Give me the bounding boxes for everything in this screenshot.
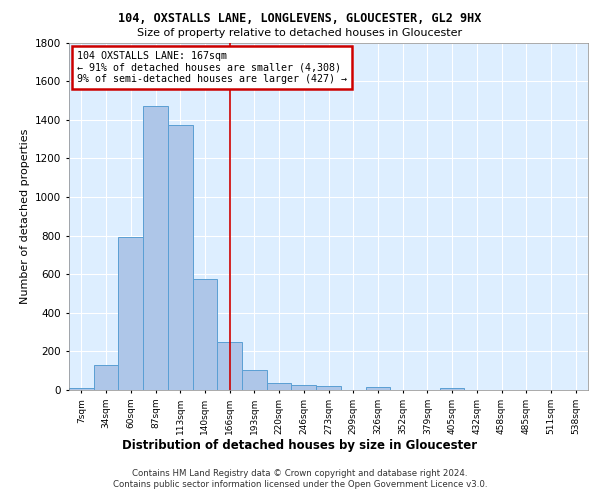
Bar <box>316 386 341 390</box>
Text: 104, OXSTALLS LANE, LONGLEVENS, GLOUCESTER, GL2 9HX: 104, OXSTALLS LANE, LONGLEVENS, GLOUCEST… <box>118 12 482 26</box>
Text: 104 OXSTALLS LANE: 167sqm
← 91% of detached houses are smaller (4,308)
9% of sem: 104 OXSTALLS LANE: 167sqm ← 91% of detac… <box>77 51 347 84</box>
Text: Contains public sector information licensed under the Open Government Licence v3: Contains public sector information licen… <box>113 480 487 489</box>
Y-axis label: Number of detached properties: Number of detached properties <box>20 128 29 304</box>
Bar <box>94 365 118 390</box>
Bar <box>118 238 143 390</box>
Bar <box>168 124 193 390</box>
Bar <box>292 385 316 390</box>
Bar <box>267 383 292 390</box>
Text: Size of property relative to detached houses in Gloucester: Size of property relative to detached ho… <box>137 28 463 38</box>
Bar <box>242 370 267 390</box>
Bar <box>365 387 390 390</box>
Bar <box>193 279 217 390</box>
Bar <box>217 342 242 390</box>
Text: Distribution of detached houses by size in Gloucester: Distribution of detached houses by size … <box>122 440 478 452</box>
Text: Contains HM Land Registry data © Crown copyright and database right 2024.: Contains HM Land Registry data © Crown c… <box>132 468 468 477</box>
Bar <box>69 388 94 390</box>
Bar <box>440 388 464 390</box>
Bar <box>143 106 168 390</box>
